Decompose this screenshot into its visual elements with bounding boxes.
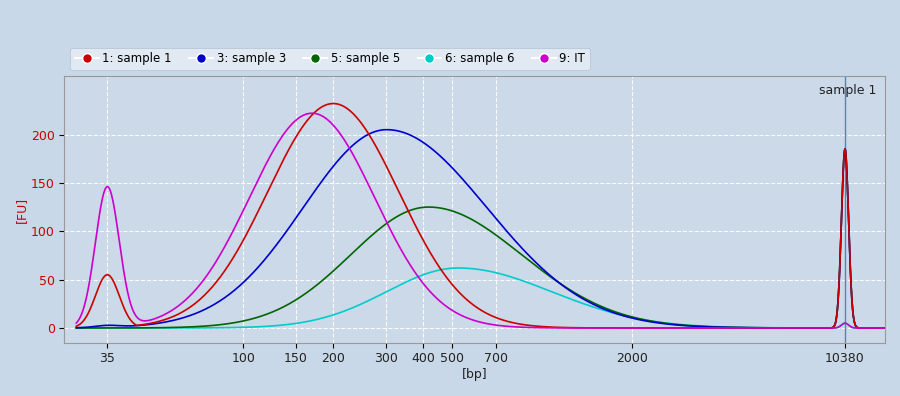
Y-axis label: [FU]: [FU] — [15, 196, 28, 223]
X-axis label: [bp]: [bp] — [462, 368, 488, 381]
Text: sample 1: sample 1 — [819, 84, 877, 97]
Legend: 1: sample 1, 3: sample 3, 5: sample 5, 6: sample 6, 9: IT: 1: sample 1, 3: sample 3, 5: sample 5, 6… — [70, 48, 590, 70]
